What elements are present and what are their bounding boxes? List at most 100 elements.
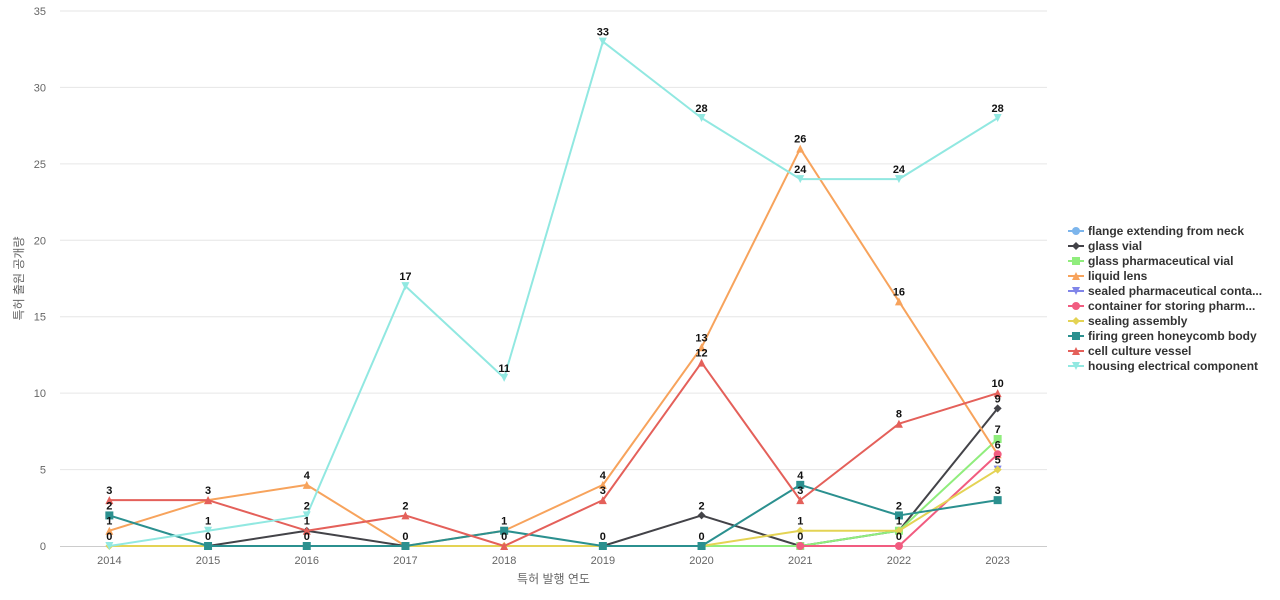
data-label: 2 xyxy=(304,500,310,512)
data-point xyxy=(993,450,1002,459)
data-point xyxy=(697,511,706,520)
data-point xyxy=(697,358,706,367)
data-point xyxy=(598,542,607,550)
data-point xyxy=(302,526,311,535)
y-tick-label: 10 xyxy=(34,388,46,400)
data-label: 0 xyxy=(896,531,902,543)
data-point xyxy=(993,465,1002,474)
data-label: 4 xyxy=(797,470,804,482)
data-label: 0 xyxy=(304,531,310,543)
data-label: 1 xyxy=(797,516,803,528)
data-label: 0 xyxy=(501,531,507,543)
x-tick-label: 2014 xyxy=(97,555,121,567)
data-label: 10 xyxy=(992,378,1004,390)
x-axis-title: 특허 발행 연도 xyxy=(517,571,590,586)
data-label: 7 xyxy=(995,424,1001,436)
data-point xyxy=(993,404,1002,413)
x-tick-label: 2019 xyxy=(591,555,615,567)
legend-marker xyxy=(1072,257,1080,265)
data-point xyxy=(204,542,213,550)
data-point xyxy=(598,37,607,46)
data-point xyxy=(796,496,805,505)
data-label: 13 xyxy=(695,332,707,344)
data-label: 4 xyxy=(304,470,311,482)
gridlines xyxy=(60,10,1047,471)
data-label: 1 xyxy=(501,516,507,528)
y-tick-label: 30 xyxy=(34,82,46,94)
data-label: 24 xyxy=(893,164,906,176)
data-label: 28 xyxy=(695,103,707,115)
data-point xyxy=(993,496,1002,505)
legend-marker xyxy=(1072,317,1080,325)
legend-label: sealed pharmaceutical conta... xyxy=(1088,284,1262,298)
data-label: 0 xyxy=(106,531,112,543)
series-lines xyxy=(105,37,1002,550)
data-point xyxy=(993,435,1002,443)
data-point xyxy=(302,511,311,520)
legend-marker xyxy=(1072,272,1080,280)
data-label: 11 xyxy=(498,363,510,375)
data-point xyxy=(697,343,706,352)
data-point xyxy=(894,542,903,550)
data-label: 3 xyxy=(106,485,112,497)
data-labels: 3210310421017201110334302813122026244310… xyxy=(106,27,1003,543)
data-point xyxy=(105,496,114,505)
y-tick-label: 5 xyxy=(40,465,46,477)
data-point xyxy=(697,542,706,550)
data-point xyxy=(204,496,213,505)
legend-item[interactable]: glass pharmaceutical vial xyxy=(1068,254,1233,268)
data-label: 17 xyxy=(399,271,411,283)
data-label: 24 xyxy=(794,164,807,176)
data-point xyxy=(894,297,903,306)
legend-item[interactable]: container for storing pharm... xyxy=(1068,299,1255,313)
legend-item[interactable]: sealing assembly xyxy=(1068,314,1188,328)
legend-label: container for storing pharm... xyxy=(1088,299,1255,313)
series-line xyxy=(109,40,999,547)
y-tick-label: 20 xyxy=(34,235,46,247)
x-tick-label: 2021 xyxy=(788,555,812,567)
series-3 xyxy=(105,144,1002,550)
x-tick-label: 2016 xyxy=(295,555,319,567)
data-label: 2 xyxy=(698,500,704,512)
x-tick-label: 2015 xyxy=(196,555,220,567)
legend-item[interactable]: sealed pharmaceutical conta... xyxy=(1068,284,1262,298)
data-point xyxy=(105,542,114,550)
legend-item[interactable]: cell culture vessel xyxy=(1068,344,1191,358)
series-9 xyxy=(105,37,1002,550)
x-tick-label: 2022 xyxy=(887,555,911,567)
legend-marker xyxy=(1072,362,1080,370)
data-label: 12 xyxy=(695,348,707,360)
data-label: 0 xyxy=(205,531,211,543)
legend-item[interactable]: flange extending from neck xyxy=(1068,224,1244,238)
series-8 xyxy=(105,358,1002,550)
data-point xyxy=(894,511,903,520)
data-label: 0 xyxy=(698,531,704,543)
legend-item[interactable]: glass vial xyxy=(1068,239,1142,253)
data-point xyxy=(697,114,706,122)
data-point xyxy=(796,480,805,489)
data-label: 1 xyxy=(205,516,211,528)
y-tick-label: 15 xyxy=(34,312,46,324)
data-label: 4 xyxy=(600,470,607,482)
y-axis-title: 특허 출원 공개량 xyxy=(12,237,26,321)
data-label: 26 xyxy=(794,134,806,146)
data-point xyxy=(993,389,1002,398)
legend-label: glass vial xyxy=(1088,239,1142,253)
data-point xyxy=(796,144,805,153)
data-point xyxy=(105,526,114,535)
data-label: 3 xyxy=(995,485,1001,497)
legend-marker xyxy=(1072,347,1080,355)
data-point xyxy=(500,542,509,550)
data-point xyxy=(302,542,311,550)
legend-item[interactable]: housing electrical component xyxy=(1068,359,1258,373)
legend-item[interactable]: liquid lens xyxy=(1068,269,1148,283)
data-label: 3 xyxy=(797,485,803,497)
x-tick-label: 2017 xyxy=(393,555,417,567)
data-label: 1 xyxy=(106,516,112,528)
data-label: 2 xyxy=(402,500,408,512)
series-line xyxy=(109,147,999,547)
y-tick-label: 25 xyxy=(34,159,46,171)
legend-item[interactable]: firing green honeycomb body xyxy=(1068,329,1257,343)
